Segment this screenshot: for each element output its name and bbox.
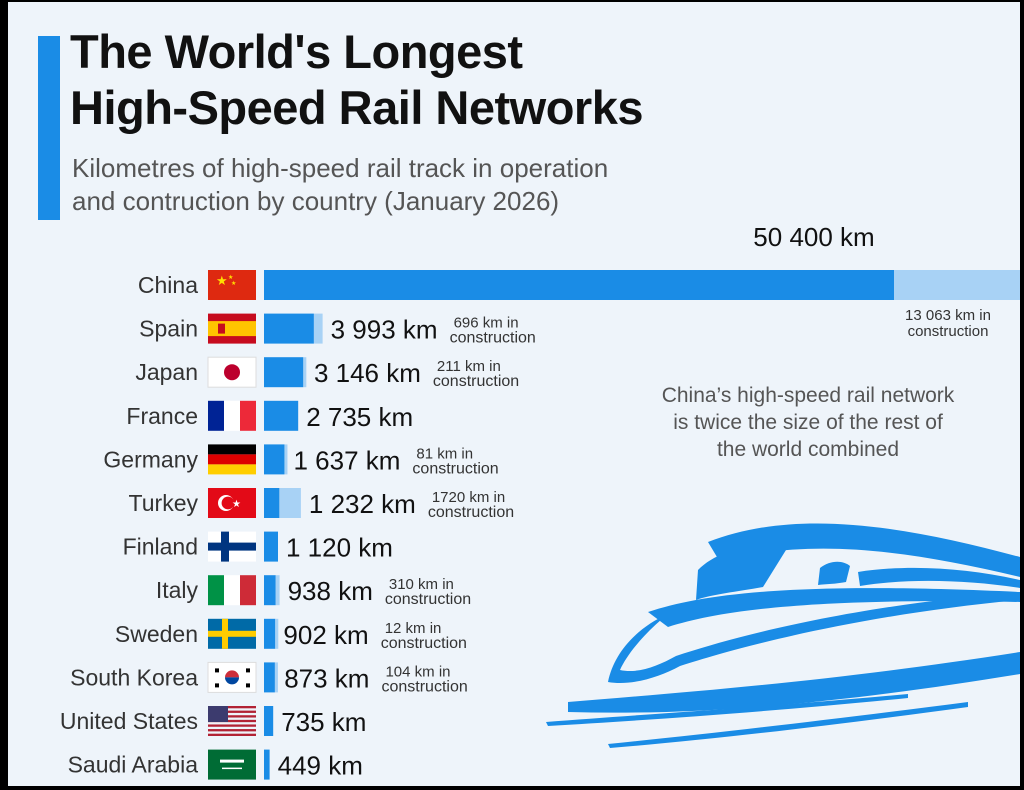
germany-flag-icon bbox=[208, 444, 256, 475]
accent-bar bbox=[38, 36, 60, 220]
svg-text:★: ★ bbox=[232, 499, 241, 510]
france-flag-icon bbox=[208, 400, 256, 431]
category-label-finland: Finland bbox=[123, 534, 198, 560]
spain-flag-icon bbox=[208, 313, 256, 344]
category-label-south-korea: South Korea bbox=[70, 664, 198, 690]
construction-label-china: 13 063 km in bbox=[905, 307, 991, 324]
bar-operation-sweden bbox=[264, 618, 276, 649]
category-label-germany: Germany bbox=[103, 446, 198, 472]
infographic-card: The World's Longest High-Speed Rail Netw… bbox=[8, 2, 1020, 786]
bar-construction-japan bbox=[303, 357, 307, 388]
construction-label-spain: 696 km in bbox=[454, 315, 519, 332]
turkey-flag-icon: ★ bbox=[208, 488, 256, 518]
value-label-saudi-arabia: 449 km bbox=[278, 751, 363, 781]
finland-flag-icon bbox=[208, 531, 256, 562]
united-states-flag-icon bbox=[208, 706, 256, 736]
construction-label-germany: construction bbox=[412, 460, 498, 477]
callout-line-3: the world combined bbox=[716, 438, 900, 461]
bar-construction-south-korea bbox=[274, 662, 278, 693]
bar-operation-japan bbox=[264, 357, 304, 388]
bar-operation-saudi-arabia bbox=[264, 749, 270, 780]
train-windshield bbox=[696, 546, 786, 600]
bar-operation-china bbox=[264, 270, 894, 300]
title-line-1: The World's Longest bbox=[70, 25, 523, 78]
train-stripe bbox=[858, 567, 1020, 588]
callout-line-1: China’s high-speed rail network bbox=[661, 384, 955, 407]
bar-operation-south-korea bbox=[264, 662, 275, 693]
svg-text:★: ★ bbox=[228, 274, 233, 281]
bar-operation-turkey bbox=[264, 488, 280, 518]
value-label-spain: 3 993 km bbox=[331, 315, 438, 345]
page-title: The World's Longest High-Speed Rail Netw… bbox=[70, 24, 970, 136]
construction-label-turkey: construction bbox=[428, 504, 514, 521]
construction-label-south-korea: 104 km in bbox=[385, 663, 450, 680]
svg-text:★: ★ bbox=[216, 273, 228, 288]
train-side-window bbox=[818, 561, 850, 585]
subtitle-line-1: Kilometres of high-speed rail track in o… bbox=[72, 153, 609, 183]
train-illustration bbox=[546, 523, 1020, 748]
south-korea-flag-icon bbox=[207, 661, 257, 693]
train-underbody bbox=[568, 652, 1020, 713]
category-label-italy: Italy bbox=[156, 577, 199, 603]
bar-operation-france bbox=[264, 400, 299, 431]
callout-note: China’s high-speed rail network is twice… bbox=[598, 382, 1018, 463]
bar-construction-sweden bbox=[275, 618, 279, 649]
construction-label-japan: 211 km in bbox=[437, 358, 501, 375]
speed-line bbox=[546, 694, 908, 726]
bar-operation-united-states bbox=[264, 706, 274, 736]
value-label-united-states: 735 km bbox=[281, 707, 366, 737]
value-label-south-korea: 873 km bbox=[284, 663, 369, 693]
construction-label-italy: construction bbox=[385, 591, 471, 608]
bar-construction-spain bbox=[313, 313, 323, 344]
value-label-finland: 1 120 km bbox=[286, 533, 393, 563]
train-roof bbox=[708, 523, 1020, 577]
svg-text:★: ★ bbox=[231, 280, 236, 287]
bar-operation-germany bbox=[264, 444, 285, 475]
train-body bbox=[648, 588, 1020, 627]
china-flag-icon: ★ ★★ bbox=[208, 270, 256, 300]
title-line-2: High-Speed Rail Networks bbox=[70, 81, 644, 134]
value-label-japan: 3 146 km bbox=[314, 358, 421, 388]
subtitle-line-2: and contruction by country (January 2026… bbox=[72, 186, 560, 216]
italy-flag-icon bbox=[208, 575, 256, 606]
category-label-turkey: Turkey bbox=[129, 490, 199, 516]
construction-label-italy: 310 km in bbox=[389, 576, 454, 593]
category-label-china: China bbox=[138, 272, 198, 298]
category-label-sweden: Sweden bbox=[115, 621, 198, 647]
saudi-arabia-flag-icon bbox=[208, 749, 256, 780]
construction-label-turkey: 1720 km in bbox=[432, 489, 505, 506]
value-label-france: 2 735 km bbox=[306, 402, 413, 432]
category-label-spain: Spain bbox=[139, 316, 198, 342]
construction-label-spain: construction bbox=[450, 330, 536, 347]
bar-construction-germany bbox=[284, 444, 288, 475]
construction-label-sweden: 12 km in bbox=[385, 620, 442, 637]
value-label-italy: 938 km bbox=[288, 576, 373, 606]
construction-label-south-korea: construction bbox=[381, 678, 467, 695]
bar-operation-spain bbox=[264, 313, 314, 344]
category-label-france: France bbox=[126, 403, 198, 429]
value-label-germany: 1 637 km bbox=[293, 445, 400, 475]
value-label-sweden: 902 km bbox=[283, 620, 368, 650]
sweden-flag-icon bbox=[208, 618, 256, 649]
value-label-china: 50 400 km bbox=[753, 222, 874, 252]
speed-line bbox=[608, 702, 968, 748]
category-label-japan: Japan bbox=[135, 359, 198, 385]
category-label-united-states: United States bbox=[60, 708, 198, 734]
japan-flag-icon bbox=[207, 356, 257, 388]
construction-label-japan: construction bbox=[433, 373, 519, 390]
value-label-turkey: 1 232 km bbox=[309, 489, 416, 519]
construction-label-sweden: construction bbox=[381, 635, 467, 652]
bar-operation-finland bbox=[264, 531, 278, 562]
bar-construction-china bbox=[894, 270, 1020, 300]
bar-construction-turkey bbox=[279, 488, 301, 518]
bar-construction-italy bbox=[275, 575, 280, 606]
construction-label-germany: 81 km in bbox=[416, 445, 473, 462]
bar-operation-italy bbox=[264, 575, 276, 606]
construction-label-china: construction bbox=[908, 323, 989, 340]
category-label-saudi-arabia: Saudi Arabia bbox=[68, 752, 199, 778]
callout-line-2: is twice the size of the rest of bbox=[673, 411, 943, 434]
page-subtitle: Kilometres of high-speed rail track in o… bbox=[72, 152, 832, 218]
